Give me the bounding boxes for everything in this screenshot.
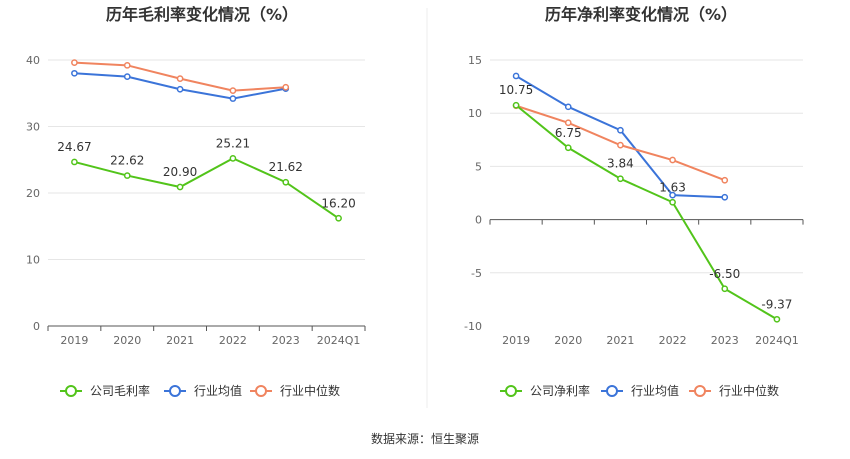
legend-marker-icon — [169, 385, 181, 397]
legend-label: 行业均值 — [631, 383, 679, 398]
gross-margin-data-label: 21.62 — [269, 160, 303, 174]
net-margin-y-tick-label: 5 — [475, 160, 482, 173]
net-margin-x-tick-label: 2020 — [554, 334, 582, 347]
net-margin-series-line-0 — [515, 104, 778, 321]
net-margin-y-tick-label: 15 — [468, 54, 482, 67]
net-margin-x-tick-label: 2024Q1 — [755, 334, 799, 347]
net-margin-legend-item-1[interactable]: 行业均值 — [601, 383, 679, 398]
net-margin-data-point[interactable] — [721, 176, 729, 184]
gross-margin-data-point[interactable] — [123, 172, 131, 179]
net-margin-legend-item-2[interactable]: 行业中位数 — [689, 383, 779, 398]
net-margin-panel: 历年净利率变化情况（%） -10 -5 0 5 10 15 2019 2020 2021 2022… — [464, 5, 804, 398]
legend-label: 公司毛利率 — [90, 383, 150, 398]
gross-margin-legend-item-2[interactable]: 行业中位数 — [250, 383, 340, 398]
net-margin-data-point[interactable] — [721, 193, 729, 201]
gross-margin-data-label: 25.21 — [216, 136, 250, 150]
net-margin-x-tick-label: 2019 — [502, 334, 530, 347]
gross-margin-legend-item-0[interactable]: 公司毛利率 — [60, 383, 150, 398]
net-margin-x-tick-label: 2022 — [659, 334, 687, 347]
net-margin-data-label: 10.75 — [499, 83, 533, 97]
net-margin-data-point[interactable] — [721, 285, 729, 293]
legend-label: 行业中位数 — [719, 383, 779, 398]
net-margin-y-tick-label: -5 — [471, 267, 482, 280]
net-margin-data-label: 3.84 — [607, 157, 634, 171]
gross-margin-data-point[interactable] — [282, 178, 290, 186]
net-margin-data-point[interactable] — [669, 156, 676, 164]
gross-margin-x-tick-label: 2024Q1 — [317, 334, 361, 347]
gross-margin-data-point[interactable] — [123, 73, 131, 80]
gross-margin-x-tick-label: 2020 — [113, 334, 141, 347]
gross-margin-data-point[interactable] — [176, 183, 184, 191]
net-margin-chart-title: 历年净利率变化情况（%） — [545, 5, 737, 24]
net-margin-y-tick-label: 10 — [468, 107, 482, 120]
net-margin-data-point[interactable] — [564, 119, 572, 127]
gross-margin-y-tick-label: 0 — [33, 320, 40, 333]
gross-margin-x-tick-label: 2022 — [219, 334, 247, 347]
net-margin-data-point[interactable] — [512, 72, 520, 80]
net-margin-data-point[interactable] — [512, 101, 520, 109]
net-margin-data-point[interactable] — [617, 175, 624, 183]
net-margin-data-label: 1.63 — [659, 180, 686, 194]
net-margin-legend-item-0[interactable]: 公司净利率 — [500, 383, 590, 398]
gross-margin-data-label: 24.67 — [57, 140, 91, 154]
legend-label: 行业均值 — [194, 383, 242, 398]
legend-marker-icon — [606, 385, 618, 397]
gross-margin-data-point[interactable] — [335, 214, 342, 222]
gross-margin-panel: 历年毛利率变化情况（%） 0 10 20 30 40 2019 2020 2021 2022 20… — [26, 5, 366, 398]
legend-marker-icon — [255, 385, 267, 397]
gross-margin-data-point[interactable] — [123, 61, 131, 69]
legend-marker-icon — [65, 385, 77, 397]
gross-margin-y-tick-label: 30 — [26, 121, 40, 134]
gross-margin-data-point[interactable] — [71, 158, 78, 166]
gross-margin-x-tick-label: 2023 — [272, 334, 300, 347]
net-margin-y-tick-label: -10 — [464, 320, 482, 333]
gross-margin-data-label: 22.62 — [110, 154, 144, 168]
gross-margin-data-point[interactable] — [282, 83, 290, 91]
net-margin-data-point[interactable] — [564, 103, 572, 111]
gross-margin-data-point[interactable] — [176, 85, 184, 93]
net-margin-data-point[interactable] — [773, 315, 781, 323]
gross-margin-x-tick-label: 2019 — [60, 334, 88, 347]
gross-margin-data-point[interactable] — [229, 87, 237, 94]
gross-margin-data-point[interactable] — [229, 155, 237, 162]
net-margin-data-point[interactable] — [617, 141, 624, 149]
gross-margin-y-tick-label: 10 — [26, 254, 40, 267]
gross-margin-data-label: 16.20 — [321, 196, 355, 210]
net-margin-y-tick-label: 0 — [475, 214, 482, 227]
gross-margin-series-line-0 — [74, 157, 340, 220]
gross-margin-data-label: 20.90 — [163, 165, 197, 179]
net-margin-data-label: 6.75 — [555, 126, 582, 140]
legend-label: 行业中位数 — [280, 383, 340, 398]
gross-margin-data-point[interactable] — [176, 75, 184, 82]
net-margin-data-label: -6.50 — [709, 267, 740, 281]
gross-margin-x-tick-label: 2021 — [166, 334, 194, 347]
gross-margin-legend-item-1[interactable]: 行业均值 — [164, 383, 242, 398]
gross-margin-y-tick-label: 20 — [26, 187, 40, 200]
gross-margin-y-tick-label: 40 — [26, 54, 40, 67]
data-source-note: 数据来源：恒生聚源 — [371, 431, 479, 446]
legend-marker-icon — [505, 385, 517, 397]
legend-label: 公司净利率 — [530, 383, 590, 398]
net-margin-data-label: -9.37 — [761, 297, 792, 311]
net-margin-data-point[interactable] — [669, 191, 676, 199]
net-margin-x-tick-label: 2021 — [606, 334, 634, 347]
net-margin-data-point[interactable] — [669, 198, 676, 206]
gross-margin-data-point[interactable] — [229, 95, 237, 102]
net-margin-data-point[interactable] — [617, 126, 624, 134]
legend-marker-icon — [694, 385, 706, 397]
net-margin-x-tick-label: 2023 — [711, 334, 739, 347]
gross-margin-chart-title: 历年毛利率变化情况（%） — [106, 5, 298, 24]
gross-margin-data-point[interactable] — [71, 59, 78, 67]
net-margin-data-point[interactable] — [564, 144, 572, 152]
gross-margin-data-point[interactable] — [71, 69, 78, 77]
